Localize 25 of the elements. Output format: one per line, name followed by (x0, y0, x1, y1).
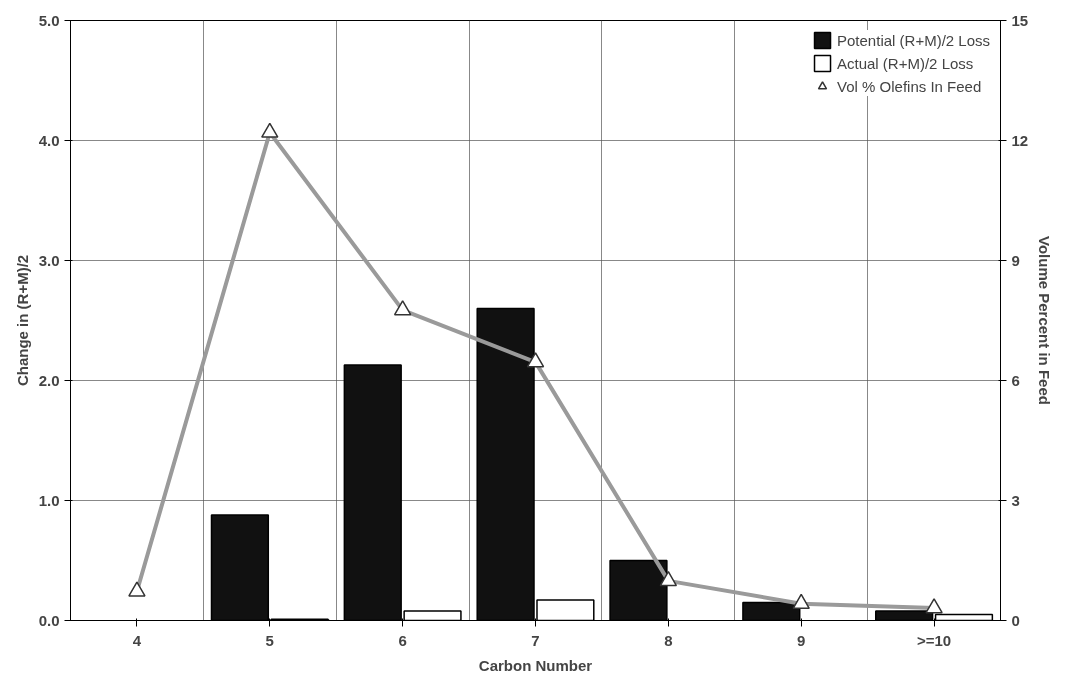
x-tick-label: 4 (132, 631, 142, 649)
x-tick-label: 8 (664, 631, 673, 649)
y-tick-label: 2.0 (38, 371, 60, 389)
y-tick-label: 3.0 (38, 251, 60, 269)
x-tick-label: 9 (797, 631, 806, 649)
y2-tick-label: 9 (1011, 251, 1020, 269)
legend-label: Potential (R+M)/2 Loss (837, 31, 990, 49)
y-tick-label: 0.0 (38, 611, 60, 629)
y2-tick-label: 0 (1011, 611, 1020, 629)
y2-tick-label: 3 (1011, 491, 1020, 509)
y2-tick-label: 12 (1011, 131, 1029, 149)
legend-label: Actual (R+M)/2 Loss (837, 54, 974, 72)
y-tick-label: 5.0 (38, 11, 60, 29)
legend-label: Vol % Olefins In Feed (837, 77, 982, 95)
y-axis-title: Change in (R+M)/2 (13, 254, 31, 387)
x-axis-title: Carbon Number (478, 656, 593, 674)
y2-tick-label: 15 (1011, 11, 1029, 29)
x-tick-label: 5 (265, 631, 274, 649)
y2-tick-label: 6 (1011, 371, 1020, 389)
y-tick-label: 1.0 (38, 491, 60, 509)
x-tick-label: 7 (531, 631, 540, 649)
x-tick-label: >=10 (916, 631, 952, 649)
y-tick-label: 4.0 (38, 131, 60, 149)
x-tick-label: 6 (398, 631, 407, 649)
y2-axis-title: Volume Percent in Feed (1036, 236, 1054, 405)
